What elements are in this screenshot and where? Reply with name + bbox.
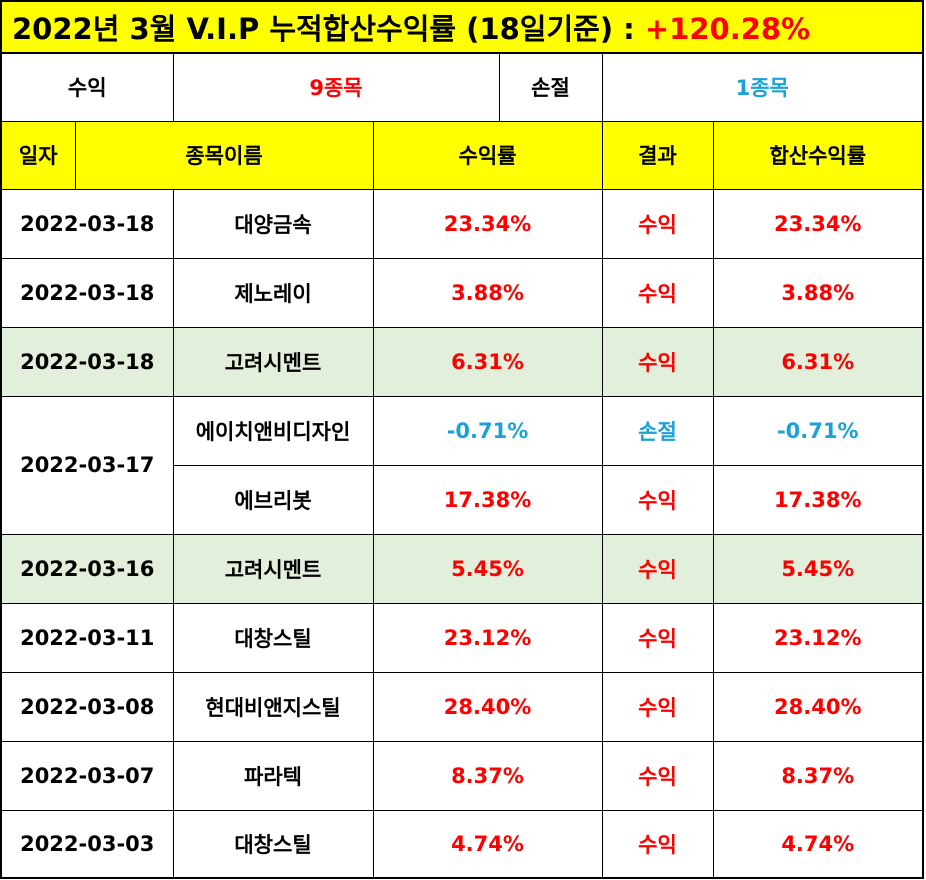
row-name: 에이치앤비디자인 xyxy=(172,395,374,466)
row-total: 4.74% xyxy=(712,809,924,879)
table-row: 2022-03-07 파라텍 8.37% 수익 8.37% xyxy=(0,740,924,811)
table-row: 2022-03-17 에이치앤비디자인 -0.71% 손절 -0.71% xyxy=(0,395,924,535)
row-result: 수익 xyxy=(601,533,714,604)
row-rate: 8.37% xyxy=(372,740,603,811)
row-total: 23.34% xyxy=(712,188,924,259)
loss-count: 1종목 xyxy=(601,52,924,122)
table-row: 2022-03-11 대창스틸 23.12% 수익 23.12% xyxy=(0,602,924,673)
header-rate: 수익률 xyxy=(372,120,603,190)
row-name: 대양금속 xyxy=(172,188,374,259)
row-rate: 6.31% xyxy=(372,326,603,397)
profit-label: 수익 xyxy=(0,52,174,122)
row-date: 2022-03-03 xyxy=(0,809,174,879)
row-name: 현대비앤지스틸 xyxy=(172,671,374,742)
row-total: 8.37% xyxy=(712,740,924,811)
header-name: 종목이름 xyxy=(74,120,374,190)
table-row: 2022-03-18 고려시멘트 6.31% 수익 6.31% xyxy=(0,326,924,397)
row-total: 5.45% xyxy=(712,533,924,604)
row-rate: -0.71% xyxy=(372,395,603,466)
row-result: 수익 xyxy=(601,464,714,535)
row-name: 파라텍 xyxy=(172,740,374,811)
row-total: 28.40% xyxy=(712,671,924,742)
header-row: 일자 종목이름 수익률 결과 합산수익률 xyxy=(0,120,924,190)
row-date: 2022-03-18 xyxy=(0,188,174,259)
row-rate: 5.45% xyxy=(372,533,603,604)
row-date: 2022-03-18 xyxy=(0,257,174,328)
row-result: 수익 xyxy=(601,257,714,328)
row-name: 대창스틸 xyxy=(172,602,374,673)
report-title: 2022년 3월 V.I.P 누적합산수익률 (18일기준) : +120.28… xyxy=(0,0,924,54)
row-result: 손절 xyxy=(601,395,714,466)
row-date: 2022-03-17 xyxy=(0,395,174,535)
row-date: 2022-03-18 xyxy=(0,326,174,397)
row-name: 고려시멘트 xyxy=(172,533,374,604)
row-total: 6.31% xyxy=(712,326,924,397)
report-title-text: 2022년 3월 V.I.P 누적합산수익률 (18일기준) : xyxy=(12,12,645,46)
row-rate: 17.38% xyxy=(372,464,603,535)
row-rate: 3.88% xyxy=(372,257,603,328)
row-result: 수익 xyxy=(601,740,714,811)
table-row: 2022-03-08 현대비앤지스틸 28.40% 수익 28.40% xyxy=(0,671,924,742)
row-date: 2022-03-07 xyxy=(0,740,174,811)
row-name: 에브리봇 xyxy=(172,464,374,535)
row-total: -0.71% xyxy=(712,395,924,466)
row-rate: 28.40% xyxy=(372,671,603,742)
header-date: 일자 xyxy=(0,120,76,190)
row-date: 2022-03-08 xyxy=(0,671,174,742)
row-total: 23.12% xyxy=(712,602,924,673)
header-total: 합산수익률 xyxy=(712,120,924,190)
table-row: 2022-03-16 고려시멘트 5.45% 수익 5.45% xyxy=(0,533,924,604)
row-name: 대창스틸 xyxy=(172,809,374,879)
row-date: 2022-03-16 xyxy=(0,533,174,604)
row-rate: 23.34% xyxy=(372,188,603,259)
row-total: 17.38% xyxy=(712,464,924,535)
row-name: 제노레이 xyxy=(172,257,374,328)
table-row: 2022-03-18 대양금속 23.34% 수익 23.34% xyxy=(0,188,924,259)
title-row: 2022년 3월 V.I.P 누적합산수익률 (18일기준) : +120.28… xyxy=(0,0,924,54)
row-result: 수익 xyxy=(601,809,714,879)
profit-count: 9종목 xyxy=(172,52,500,122)
table-row: 2022-03-18 제노레이 3.88% 수익 3.88% xyxy=(0,257,924,328)
table-row: 2022-03-03 대창스틸 4.74% 수익 4.74% xyxy=(0,809,924,879)
row-rate: 4.74% xyxy=(372,809,603,879)
summary-row: 수익 9종목 손절 1종목 xyxy=(0,52,924,122)
row-result: 수익 xyxy=(601,671,714,742)
row-result: 수익 xyxy=(601,326,714,397)
row-date: 2022-03-11 xyxy=(0,602,174,673)
cumulative-return-value: +120.28% xyxy=(644,12,811,46)
row-total: 3.88% xyxy=(712,257,924,328)
row-name: 고려시멘트 xyxy=(172,326,374,397)
row-result: 수익 xyxy=(601,188,714,259)
row-result: 수익 xyxy=(601,602,714,673)
loss-label: 손절 xyxy=(498,52,603,122)
row-rate: 23.12% xyxy=(372,602,603,673)
header-result: 결과 xyxy=(601,120,714,190)
